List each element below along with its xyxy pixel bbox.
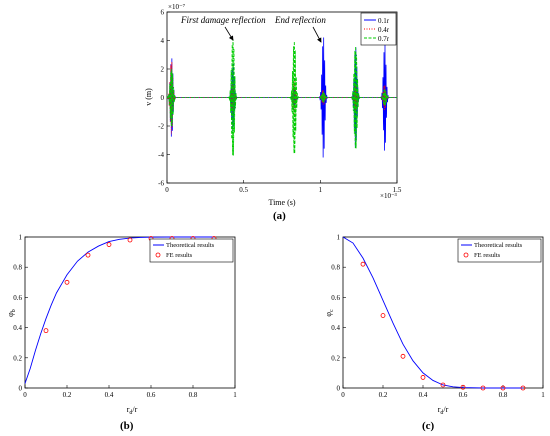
annotation-first-damage: First damage reflection [180,15,266,25]
legend-b: Theoretical results FE results [149,238,234,263]
panel-label-a: (a) [273,210,286,222]
y-axis-label-a: v (m) [144,88,153,106]
y-tick-label-a: -6 [158,180,164,188]
y-tick-label-b: 0.6 [13,294,22,302]
legend-label-fe-b: FE results [166,252,193,259]
x-tick-label-a: 0.5 [239,186,248,194]
x-tick-label-c: 0.2 [379,391,388,399]
annotation-end-reflection: End reflection [274,15,326,25]
y-tick-label-b: 1 [19,234,23,242]
y-tick-label-b: 0.4 [13,324,22,332]
y-tick-label-c: 0.8 [331,264,340,272]
legend-a: 0.1r 0.4r 0.7r [360,12,397,46]
series-line-0.7r [166,39,397,156]
fe-point-c [480,385,486,391]
legend-swatch-fe-c [463,252,469,258]
legend-c: Theoretical results FE results [457,238,542,263]
x-tick-label-b: 0.6 [147,391,156,399]
fe-point-c [380,313,386,318]
x-tick-label-c: 0 [341,391,345,399]
legend-label-theoretical-b: Theoretical results [166,242,215,249]
x-axis-label-a: Time (s) [268,198,295,207]
y-axis-label-c: φc [324,309,335,317]
y-tick-label-a: 2 [161,66,165,74]
legend-label-theoretical-c: Theoretical results [474,242,523,249]
x-tick-label-a: 1.5 [393,186,402,194]
fe-point-c [420,375,426,380]
x-axis-label-b: rd/r [127,405,138,416]
y-axis-label-b: φb [6,309,17,317]
fe-point-b [106,242,112,247]
y-multiplier-a: ×10⁻⁷ [168,3,186,11]
x-tick-label-a: 0 [165,186,169,194]
fe-point-c [500,385,506,391]
x-tick-label-b: 0.2 [63,391,72,399]
y-tick-label-b: 0.8 [13,264,22,272]
chart-c: 0 0.2 0.4 0.6 0.8 1 0 0.2 0.4 0.6 0.8 1 rd/r φc The… [324,234,545,417]
x-tick-label-b: 0.8 [189,391,198,399]
y-tick-label-c: 1 [337,234,341,242]
fe-point-c [440,382,446,388]
annotation-arrow-first [224,26,234,41]
x-multiplier-a: ×10⁻³ [380,192,397,200]
x-tick-label-b: 0 [23,391,27,399]
fe-point-b [64,279,70,285]
y-tick-label-c: 0.2 [331,354,340,362]
x-tick-label-c: 0.4 [419,391,428,399]
x-tick-label-b: 0.4 [105,391,114,399]
legend-label-0.4r: 0.4r [378,26,390,34]
fe-point-c [460,384,466,390]
panel-label-b: (b) [120,420,134,432]
x-tick-label-c: 0.8 [499,391,508,399]
fe-point-c [360,261,366,267]
y-tick-label-a: 6 [161,9,165,17]
x-tick-label-b: 1 [233,391,237,399]
x-tick-label-a: 1 [319,186,323,194]
legend-label-fe-c: FE results [474,252,501,259]
y-tick-label-a: -2 [158,123,164,131]
y-tick-label-a: -4 [158,151,164,159]
y-tick-label-c: 0.6 [331,294,340,302]
legend-label-0.7r: 0.7r [378,35,390,43]
y-tick-label-a: 0 [161,94,165,102]
y-tick-label-c: 0 [337,385,341,393]
y-tick-label-b: 0 [19,385,23,393]
x-tick-label-c: 0.6 [459,391,468,399]
legend-swatch-fe-b [155,252,161,258]
fe-point-c [400,353,406,359]
legend-label-0.1r: 0.1r [378,17,390,25]
y-tick-label-b: 0.2 [13,354,22,362]
chart-b: 0 0.2 0.4 0.6 0.8 1 0 0.2 0.4 0.6 0.8 1 rd/r φb The… [6,234,237,417]
theoretical-curve-c [342,236,523,389]
x-axis-label-c: rd/r [438,405,449,416]
y-tick-label-c: 0.4 [331,324,340,332]
x-tick-label-c: 1 [541,391,545,399]
panel-label-c: (c) [422,420,435,432]
annotation-arrow-end [312,26,322,43]
fe-point-b [43,328,49,334]
fe-point-b [85,252,91,258]
y-tick-label-a: 4 [161,37,165,45]
fe-point-b [127,237,133,243]
fe-point-c [520,385,526,391]
